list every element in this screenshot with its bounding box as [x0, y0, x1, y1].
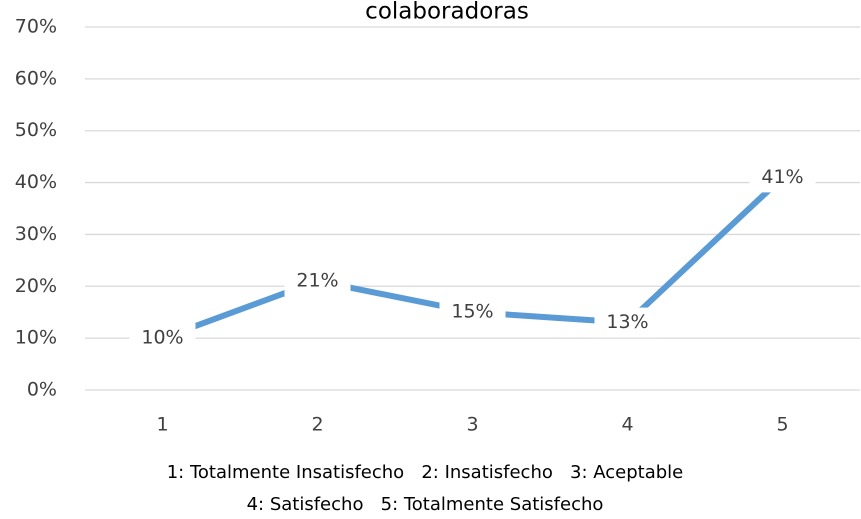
data-label: 10% [141, 327, 183, 349]
y-tick-label: 40% [15, 171, 57, 193]
data-label: 21% [296, 270, 338, 292]
data-label: 15% [451, 301, 493, 323]
y-tick-label: 30% [15, 223, 57, 245]
x-tick-label: 1 [156, 414, 168, 436]
x-tick-label: 2 [311, 414, 323, 436]
data-label-bg [439, 297, 506, 328]
y-tick-label: 20% [15, 275, 57, 297]
data-label-bg [284, 266, 351, 297]
data-label: 41% [761, 166, 803, 188]
data-label-bg [749, 162, 816, 193]
y-tick-label: 10% [15, 327, 57, 349]
data-label-bg [594, 307, 661, 338]
y-tick-label: 0% [27, 379, 57, 401]
legend-note: 4: Satisfecho 5: Totalmente Satisfecho [247, 494, 604, 515]
x-tick-label: 3 [466, 414, 478, 436]
legend-note: 1: Totalmente Insatisfecho 2: Insatisfec… [167, 462, 684, 483]
chart-title: colaboradoras [365, 0, 529, 25]
y-tick-label: 60% [15, 67, 57, 89]
y-tick-label: 70% [15, 16, 57, 38]
y-tick-label: 50% [15, 119, 57, 141]
data-label-bg [129, 323, 196, 354]
x-tick-label: 4 [621, 414, 633, 436]
x-tick-label: 5 [776, 414, 788, 436]
data-label: 13% [606, 311, 648, 333]
